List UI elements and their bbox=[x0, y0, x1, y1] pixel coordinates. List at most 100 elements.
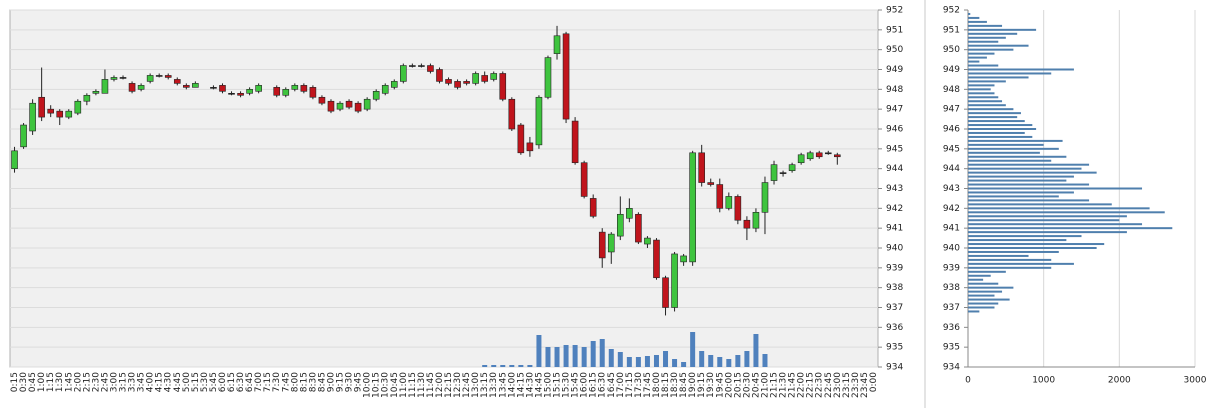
bar bbox=[968, 171, 1097, 174]
bar bbox=[968, 52, 995, 55]
volume-bar bbox=[608, 349, 614, 367]
candle-body bbox=[363, 98, 371, 110]
profile-chart: 0 1000 2000 3000 934 935 936 937 938 939 940 941 942… bbox=[943, 6, 1207, 386]
y-tick-label: 938 bbox=[886, 283, 903, 293]
x-tick-label: 12:45 bbox=[462, 372, 472, 398]
x-tick-label: 3:00 bbox=[109, 372, 119, 392]
candle-body bbox=[110, 77, 118, 80]
candle-body bbox=[707, 182, 715, 185]
candle-body bbox=[454, 81, 461, 88]
candle-body bbox=[635, 213, 642, 243]
x-tick-label: 21:45 bbox=[788, 372, 798, 398]
y-tick-label: 945 bbox=[943, 144, 960, 154]
candle-body bbox=[74, 100, 82, 114]
bar bbox=[968, 306, 995, 309]
volume-bar bbox=[635, 357, 641, 367]
candle-body bbox=[653, 239, 660, 279]
y-tick-label: 937 bbox=[886, 303, 903, 313]
bar bbox=[968, 48, 1014, 51]
x-tick-label: 7:30 bbox=[272, 372, 282, 392]
x-tick-label: 1:30 bbox=[55, 372, 65, 392]
candle-body bbox=[490, 73, 498, 80]
candle-body bbox=[689, 152, 696, 263]
volume-bar bbox=[518, 365, 524, 367]
volume-bar bbox=[536, 335, 542, 367]
x-tick-label: 2:45 bbox=[100, 372, 110, 392]
x-tick-label: 19:30 bbox=[706, 372, 716, 398]
y-tick-label: 941 bbox=[886, 224, 903, 234]
y-tick-label: 952 bbox=[943, 6, 960, 16]
candle-body bbox=[282, 89, 290, 96]
candle-body bbox=[815, 152, 823, 158]
candle-body bbox=[155, 75, 163, 77]
y-tick-label: 939 bbox=[943, 263, 960, 273]
candle-body bbox=[734, 196, 742, 221]
bar bbox=[968, 183, 1090, 186]
candle-body bbox=[146, 75, 154, 82]
x-tick-label: 2:15 bbox=[82, 372, 92, 392]
bar bbox=[968, 32, 1018, 35]
x-tick-label: 4:30 bbox=[164, 372, 174, 392]
x-tick-label: 17:15 bbox=[625, 372, 635, 398]
x-tick-label: 22:00 bbox=[797, 372, 807, 398]
candle-body bbox=[824, 152, 832, 155]
x-tick-label: 16:45 bbox=[607, 372, 617, 398]
bar bbox=[968, 131, 1025, 134]
candle-body bbox=[716, 184, 724, 209]
y-tick-label: 948 bbox=[886, 85, 903, 95]
bar bbox=[968, 24, 1003, 27]
x-tick-label: 13:45 bbox=[498, 372, 508, 398]
candle-body bbox=[517, 124, 525, 154]
x-tick-label: 19:15 bbox=[697, 372, 707, 398]
y-tick-label: 943 bbox=[943, 184, 960, 194]
x-tick-label: 0:45 bbox=[28, 372, 38, 392]
y-tick-label: 944 bbox=[943, 164, 960, 174]
candle-body bbox=[607, 233, 615, 253]
y-tick-label: 936 bbox=[943, 323, 960, 333]
candle-body bbox=[336, 102, 344, 110]
bar bbox=[968, 207, 1150, 210]
bar bbox=[968, 143, 1044, 146]
x-tick-label: 23:15 bbox=[842, 372, 852, 398]
y-tick-label: 951 bbox=[886, 25, 903, 35]
volume-bar bbox=[482, 365, 488, 367]
x-tick-label: 8:45 bbox=[317, 372, 327, 392]
volume-bar bbox=[672, 359, 678, 367]
x-tick-label: 19:45 bbox=[715, 372, 725, 398]
bar bbox=[968, 195, 1059, 198]
candle-body bbox=[47, 108, 54, 114]
bar bbox=[968, 227, 1173, 230]
y-tick-label: 940 bbox=[886, 244, 903, 254]
bar bbox=[968, 84, 995, 87]
volume-bar bbox=[554, 347, 560, 367]
x-tick-label: 4:45 bbox=[173, 372, 183, 392]
candle-body bbox=[372, 91, 380, 100]
candle-body bbox=[535, 96, 543, 146]
bar bbox=[968, 191, 1074, 194]
bar bbox=[968, 128, 1037, 130]
x-tick-label: 7:00 bbox=[254, 372, 264, 392]
bar bbox=[968, 44, 1029, 47]
bar bbox=[968, 239, 1067, 242]
candle-body bbox=[770, 164, 778, 181]
bar bbox=[968, 274, 991, 277]
y-tick-label: 952 bbox=[886, 6, 903, 16]
x-tick-label: 6:45 bbox=[245, 372, 255, 392]
x-tick-label: 5:30 bbox=[200, 372, 210, 392]
volume-bar bbox=[644, 356, 650, 367]
volume-bar bbox=[708, 355, 714, 367]
candle-body bbox=[65, 110, 73, 118]
candle-body bbox=[508, 98, 516, 130]
bar bbox=[968, 302, 999, 305]
x-tick-label: 16:30 bbox=[598, 372, 608, 398]
x-tick-label: 11:15 bbox=[408, 372, 418, 398]
x-tick-label: 18:45 bbox=[679, 372, 689, 398]
x-tick-label: 9:15 bbox=[336, 372, 346, 392]
x-tick-label: 2:30 bbox=[91, 372, 101, 392]
candle-body bbox=[427, 65, 434, 72]
bar bbox=[968, 298, 1010, 301]
x-tick-label: 10:15 bbox=[372, 372, 382, 398]
bar bbox=[968, 20, 987, 23]
bar bbox=[968, 282, 999, 285]
candle-body bbox=[725, 196, 733, 209]
